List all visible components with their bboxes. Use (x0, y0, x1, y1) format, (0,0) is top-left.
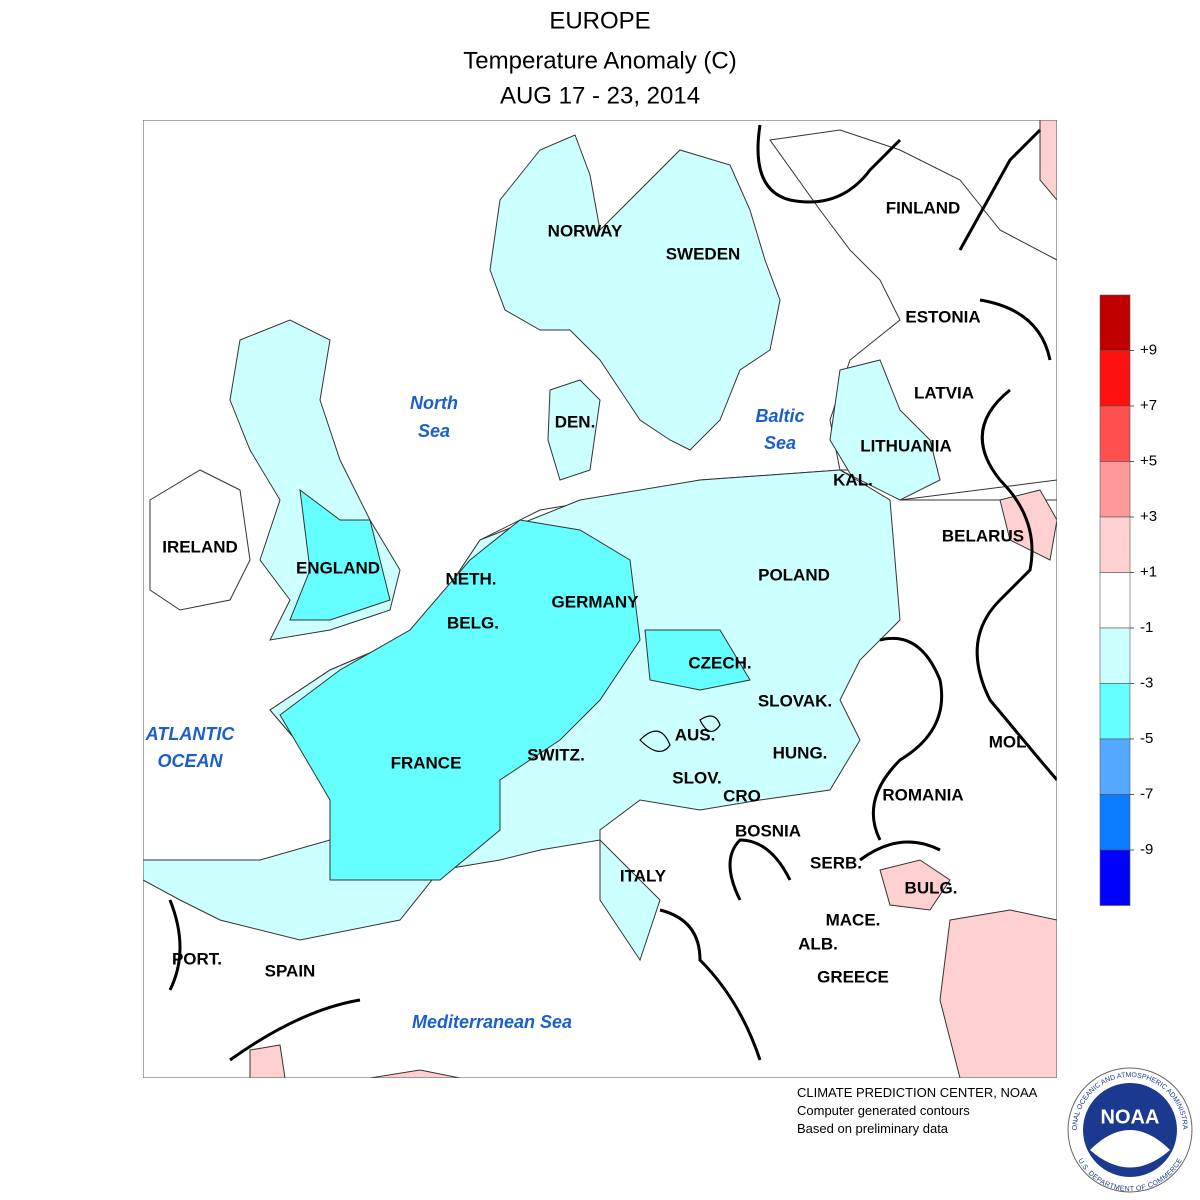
sea-label: North (410, 393, 458, 413)
credit-line: Computer generated contours (797, 1103, 970, 1118)
scandinavia (489, 134, 781, 451)
sea-label: Sea (764, 433, 796, 453)
country-label: ESTONIA (905, 307, 980, 326)
turkey-warm (939, 909, 1057, 1078)
country-label: AUS. (675, 725, 716, 744)
baltic-cool (829, 359, 941, 501)
legend-box (1099, 794, 1131, 851)
country-label: LITHUANIA (860, 436, 952, 455)
country-label: IRELAND (162, 537, 238, 556)
czech-cool (644, 629, 751, 691)
legend-tick-label: -1 (1140, 619, 1153, 636)
england-cool (289, 488, 391, 621)
country-label: BELARUS (942, 526, 1024, 545)
country-label: SPAIN (265, 961, 316, 980)
sea-label: Sea (418, 421, 450, 441)
country-label: NORWAY (548, 221, 623, 240)
country-label: SERB. (810, 853, 862, 872)
contour (168, 838, 792, 1062)
country-label: FINLAND (886, 198, 961, 217)
country-label: POLAND (758, 565, 830, 584)
country-label: KAL. (833, 470, 873, 489)
country-label: GREECE (817, 967, 889, 986)
legend-box (1099, 405, 1131, 462)
period: AUG 17 - 23, 2014 (500, 82, 700, 109)
contour (975, 298, 1057, 781)
country-label: MOL. (989, 732, 1032, 751)
legend-box (1099, 683, 1131, 740)
contour (958, 128, 1042, 251)
country-label: GERMANY (552, 592, 640, 611)
country-label: ALB. (798, 934, 838, 953)
country-label: HUNG. (773, 743, 828, 762)
sea-labels: North Sea Baltic Sea ATLANTIC OCEAN Medi… (145, 393, 805, 1032)
legend: +9 +7 +5 +3 +1 -1 -3 -5 -7 -9 (1099, 294, 1157, 906)
legend-tick-label: +1 (1140, 563, 1157, 580)
legend-tick-label: -5 (1140, 730, 1153, 747)
title: EUROPE (549, 7, 650, 34)
legend-box (1099, 461, 1131, 518)
legend-box (1099, 627, 1131, 684)
legend-tick-label: +7 (1140, 397, 1157, 414)
africa-warm (369, 1069, 461, 1078)
legend-tick-label: -9 (1140, 841, 1153, 858)
sea-label: OCEAN (157, 751, 223, 771)
country-label: ENGLAND (296, 558, 380, 577)
country-labels: NORWAY SWEDEN FINLAND ESTONIA LATVIA LIT… (162, 198, 1031, 986)
spain-warm (249, 1044, 286, 1078)
france-germany-cool (279, 519, 641, 881)
country-label: ITALY (620, 866, 667, 885)
country-label: SLOV. (672, 768, 721, 787)
ireland (149, 469, 251, 611)
country-label: LATVIA (914, 383, 974, 402)
credit-line: CLIMATE PREDICTION CENTER, NOAA (797, 1085, 1038, 1100)
country-label: FRANCE (391, 753, 462, 772)
sea-label: Baltic (755, 406, 804, 426)
country-label: DEN. (555, 412, 596, 431)
russia-warm (1039, 120, 1057, 201)
denmark (547, 379, 601, 481)
legend-box (1099, 294, 1131, 351)
country-label: ROMANIA (882, 785, 963, 804)
sea-label: Mediterranean Sea (412, 1012, 572, 1032)
country-label: CZECH. (688, 653, 751, 672)
country-label: SLOVAK. (758, 691, 832, 710)
contour (639, 715, 721, 752)
country-label: BELG. (447, 613, 499, 632)
map: NORWAY SWEDEN FINLAND ESTONIA LATVIA LIT… (143, 120, 1057, 1078)
subtitle: Temperature Anomaly (C) (463, 47, 736, 74)
legend-tick-label: +9 (1140, 341, 1157, 358)
contour (756, 124, 902, 204)
legend-box (1099, 738, 1131, 795)
legend-tick-label: +5 (1140, 452, 1157, 469)
logo-gull (1090, 1130, 1170, 1168)
legend-box (1099, 849, 1131, 906)
country-label: NETH. (446, 569, 497, 588)
country-label: SWITZ. (527, 745, 585, 764)
legend-box (1099, 516, 1131, 573)
bulgaria-warm (879, 859, 951, 911)
logo-name: NOAA (1101, 1106, 1160, 1128)
country-label: CRO (723, 786, 761, 805)
country-label: SWEDEN (666, 244, 741, 263)
legend-tick-label: +3 (1140, 508, 1157, 525)
contour (859, 636, 944, 862)
legend-tick-label: -7 (1140, 785, 1153, 802)
credits: CLIMATE PREDICTION CENTER, NOAA Computer… (797, 1085, 1038, 1136)
country-label: PORT. (172, 949, 222, 968)
legend-tick-label: -3 (1140, 674, 1153, 691)
sea-label: ATLANTIC (145, 724, 236, 744)
country-label: BOSNIA (735, 821, 801, 840)
legend-box (1099, 572, 1131, 629)
credit-line: Based on preliminary data (797, 1121, 949, 1136)
country-label: MACE. (826, 910, 881, 929)
country-label: BULG. (905, 878, 958, 897)
legend-box (1099, 350, 1131, 407)
